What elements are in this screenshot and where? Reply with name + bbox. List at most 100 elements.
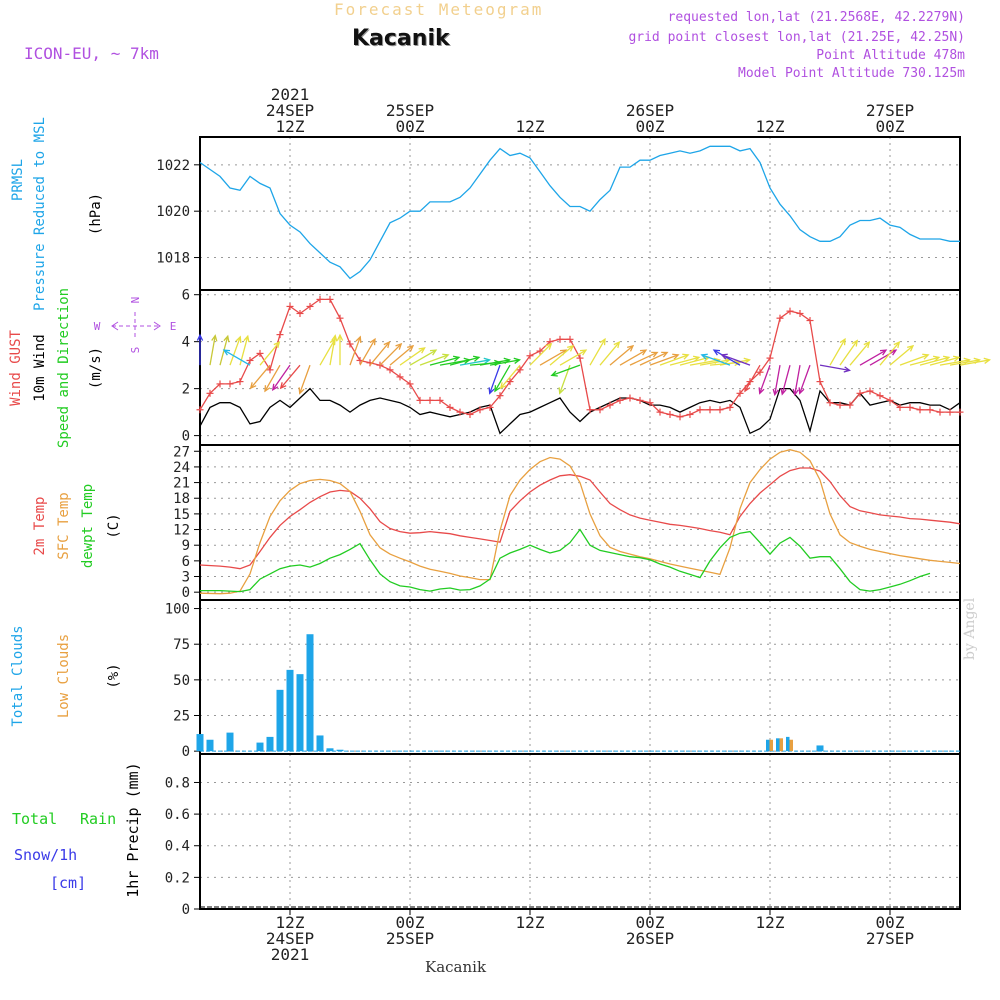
time-label-top: 24SEP [266, 101, 314, 120]
gust-point-marker [226, 380, 234, 388]
wind-arrow [499, 364, 521, 390]
wind-arrow [409, 349, 438, 366]
wind-arrow [839, 339, 859, 366]
y-tick-label: 27 [173, 444, 190, 460]
compass-arrow-w [111, 321, 119, 331]
gust-point-marker [436, 396, 444, 404]
wind-arrow [629, 351, 659, 366]
y-tick-label: 12 [173, 523, 190, 539]
gust-point-marker [236, 378, 244, 386]
wind-arrow [529, 342, 553, 366]
wind-arrow [488, 364, 501, 395]
gust-point-marker [276, 331, 284, 339]
gust-point-marker [686, 410, 694, 418]
time-label-top: 27SEP [866, 101, 914, 120]
wind-arrow [489, 357, 522, 366]
total-cloud-bar [276, 689, 284, 752]
gust-point-marker [246, 356, 254, 364]
requested-coordinates: requested lon,lat (21.2568E, 42.2279N) [667, 10, 965, 25]
total-cloud-bar [226, 732, 234, 752]
wind-arrow [549, 344, 575, 366]
gust-point-marker [646, 399, 654, 407]
wind-arrow [619, 349, 648, 366]
y-tick-label: 18 [173, 491, 190, 507]
gust-point-marker [906, 403, 914, 411]
total-cloud-bar [336, 749, 344, 752]
wind-arrow [919, 355, 951, 366]
wind-arrow [279, 364, 301, 390]
time-label-bottom: 00Z [636, 913, 665, 932]
wind-arrow [819, 364, 852, 373]
gust-point-marker [946, 408, 954, 416]
time-label-bottom: 12Z [756, 913, 785, 932]
gust-point-marker [466, 410, 474, 418]
wind-arrow [259, 341, 281, 366]
meteogram-title: Forecast Meteogram [334, 0, 544, 19]
gust-point-marker [196, 406, 204, 414]
total-cloud-bar [816, 745, 824, 752]
gust-point-marker [386, 366, 394, 374]
wind-arrow [780, 364, 791, 396]
wind-arrow [929, 355, 961, 366]
gust-point-marker [916, 406, 924, 414]
gust-point-marker [426, 396, 434, 404]
gust-point-marker [816, 378, 824, 386]
total-cloud-bar [206, 739, 214, 752]
wind-arrow [429, 355, 461, 366]
wind-arrow [909, 355, 941, 366]
panel-frame [199, 599, 961, 755]
wind-arrow [196, 333, 204, 366]
time-label-bottom: 00Z [396, 913, 425, 932]
gust-point-marker [576, 354, 584, 362]
time-label-bottom: 24SEP [266, 929, 314, 948]
wind-arrow [859, 349, 888, 366]
wind-arrow [700, 353, 731, 366]
low-clouds-ylabel: Low Clouds [56, 634, 72, 718]
wind-arrow [772, 365, 781, 397]
wind-arrow [649, 353, 680, 366]
precip-legend-snow-units: [cm] [50, 874, 86, 892]
gust-point-marker [696, 406, 704, 414]
time-label-bottom: 2021 [271, 945, 310, 964]
temp-2m-line [199, 467, 961, 570]
wind-arrow [712, 349, 741, 366]
wind-arrow [359, 337, 376, 366]
gust-point-marker [556, 335, 564, 343]
wind-arrow [550, 364, 581, 377]
gust-point-marker [676, 413, 684, 421]
gust-point-marker [626, 394, 634, 402]
time-label-bottom: 12Z [276, 913, 305, 932]
gust-point-marker [636, 396, 644, 404]
gust-point-marker [416, 396, 424, 404]
gust-point-marker [796, 309, 804, 317]
total-cloud-bar [266, 736, 274, 752]
wind-arrow [879, 341, 901, 366]
wind-arrow [271, 364, 291, 391]
time-label-bottom: 26SEP [626, 929, 674, 948]
gust-point-marker [756, 368, 764, 376]
wind-arrow [229, 335, 242, 366]
gust-point-marker [326, 295, 334, 303]
compass-w: W [94, 320, 101, 333]
gust-point-marker [716, 406, 724, 414]
gust-point-marker [866, 387, 874, 395]
pressure-line [199, 145, 960, 280]
total-cloud-bar [316, 735, 324, 752]
gust-point-marker [266, 366, 274, 374]
gust-point-marker [496, 392, 504, 400]
compass-rose: N S W E [94, 297, 177, 354]
temp-dewpt-ylabel: dewpt Temp [80, 484, 96, 568]
wind-arrow [336, 333, 344, 366]
wind-arrow [298, 364, 311, 395]
wind-arrow [889, 344, 915, 366]
total-cloud-bar [776, 738, 780, 752]
gust-point-marker [566, 335, 574, 343]
gust-point-marker [216, 380, 224, 388]
time-label-top: 2021 [271, 85, 310, 104]
grid-coordinates: grid point closest lon,lat (21.25E, 42.2… [628, 30, 965, 45]
y-tick-label: 2 [182, 382, 190, 398]
time-label-top: 12Z [516, 117, 545, 136]
total-cloud-bar [256, 742, 264, 752]
y-tick-label: 0 [182, 744, 190, 760]
wind-arrow [849, 341, 871, 366]
